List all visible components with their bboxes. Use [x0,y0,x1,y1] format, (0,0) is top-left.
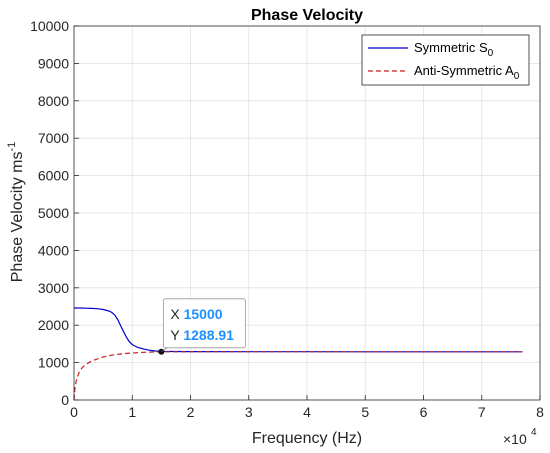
grid-lines [74,26,540,400]
y-tick-label: 3000 [38,280,69,296]
series-lines [73,307,523,401]
y-tick-label: 4000 [38,242,69,258]
axis-ticks: 0 1 2 3 4 5 6 7 8 0 1000 2000 3000 4000 5000 6000 7000 80… [30,18,544,420]
datatip[interactable]: X 15000 Y 1288.91 [158,298,246,355]
datatip-y-value: 1288.91 [183,327,234,343]
y-tick-label: 0 [61,392,69,408]
x-axis-label: Frequency (Hz) [252,430,362,447]
x-tick-label: 1 [128,404,136,420]
legend-symmetric-main: Symmetric S [414,40,488,55]
x-tick-label: 4 [303,404,311,420]
datatip-x-value: 15000 [184,306,223,322]
y-axis-label-exponent: -1 [6,142,18,152]
chart-title: Phase Velocity [251,7,363,24]
y-tick-label: 10000 [30,18,69,34]
legend-antisymmetric-main: Anti-Symmetric A [414,63,514,78]
datatip-x-label: X [170,306,180,322]
x-tick-label: 7 [478,404,486,420]
series-antisymmetric-a0[interactable] [73,351,523,401]
y-axis-label: Phase Velocity ms-1 [6,142,26,283]
legend-box [361,34,530,86]
legend-antisymmetric-sub: 0 [514,71,520,82]
datatip-box [162,298,246,349]
x-exponent-base: ×10 [503,431,527,447]
x-tick-label: 2 [187,404,195,420]
x-tick-label: 8 [536,404,544,420]
datatip-y-label: Y [170,327,180,343]
x-tick-label: 0 [70,404,78,420]
y-tick-label: 9000 [38,55,69,71]
x-tick-label: 6 [420,404,428,420]
y-tick-label: 2000 [38,317,69,333]
legend-label-symmetric: Symmetric S0 [414,40,494,59]
series-symmetric-s0[interactable] [74,307,523,353]
x-exponent: ×10 4 [503,427,537,447]
datatip-y-row: Y 1288.91 [170,327,234,343]
legend-label-antisymmetric: Anti-Symmetric A0 [414,63,520,82]
y-axis-label-main: Phase Velocity ms [9,152,26,283]
legend-symmetric-sub: 0 [488,48,494,59]
datatip-x-row: X 15000 [170,306,222,322]
y-tick-label: 5000 [38,205,69,221]
datatip-connector [161,347,168,353]
legend[interactable]: Symmetric S0 Anti-Symmetric A0 [361,34,530,86]
y-tick-label: 6000 [38,168,69,184]
x-tick-label: 5 [361,404,369,420]
y-tick-label: 1000 [38,355,69,371]
x-tick-label: 3 [245,404,253,420]
y-tick-label: 7000 [38,130,69,146]
x-exponent-power: 4 [531,427,537,438]
y-tick-label: 8000 [38,93,69,109]
